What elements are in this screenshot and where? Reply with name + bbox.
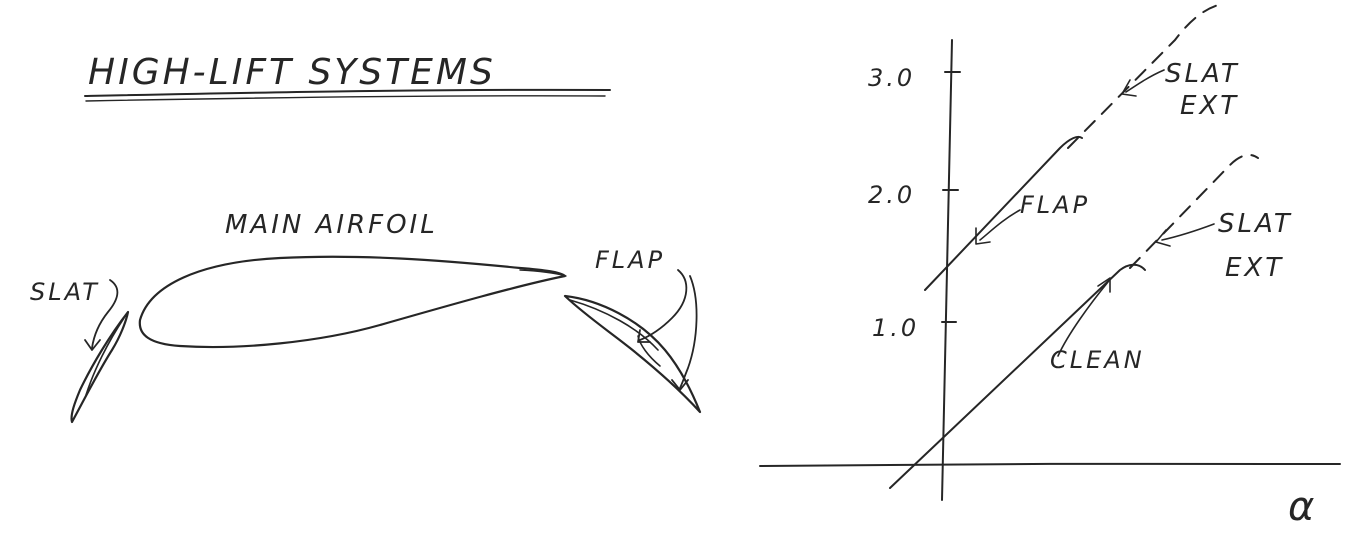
airfoil-trailing-edge xyxy=(519,269,567,277)
slat-arrowhead xyxy=(84,339,101,351)
slat-label: SLAT xyxy=(30,278,100,306)
flap-arrowhead-2 xyxy=(671,379,689,391)
alpha-symbol: α xyxy=(1288,484,1317,530)
flap-leader-2 xyxy=(679,275,698,389)
clean-curve xyxy=(889,263,1146,489)
slat-shape xyxy=(70,310,130,424)
main-airfoil-label: MAIN AIRFOIL xyxy=(225,210,438,240)
main-airfoil-shape xyxy=(138,255,567,349)
slat-inner xyxy=(85,317,125,396)
upper-slat-arrow xyxy=(1121,79,1137,97)
flap-shape xyxy=(563,294,702,414)
clean-label: CLEAN xyxy=(1050,346,1145,374)
lower-ext-label: EXT xyxy=(1225,253,1284,283)
slat-leader xyxy=(91,279,119,349)
title-underline-2 xyxy=(85,95,606,102)
flap-curve xyxy=(924,135,1083,291)
clean-leader xyxy=(1057,281,1109,357)
lower-slat-label: SLAT xyxy=(1218,209,1293,239)
title-underline xyxy=(84,88,611,97)
y-axis xyxy=(941,39,953,501)
flap-curve-arrow xyxy=(975,227,991,245)
y-tick-label-1: 1.0 xyxy=(872,314,919,342)
clean-slat-ext-curve xyxy=(1129,153,1259,269)
right-panel: 3.0 2.0 1.0 α FLAP SLAT EXT SLAT EXT CLE… xyxy=(759,3,1341,530)
upper-slat-leader xyxy=(1125,69,1165,93)
y-tick-label-2: 2.0 xyxy=(868,181,915,209)
flap-arrowhead-1 xyxy=(637,329,651,343)
clean-arrow xyxy=(1097,277,1111,293)
lower-slat-leader xyxy=(1161,223,1215,241)
y-tick-label-3: 3.0 xyxy=(868,64,915,92)
upper-slat-label: SLAT xyxy=(1165,59,1240,89)
flap-slat-ext-curve xyxy=(1067,3,1223,149)
lower-slat-arrow xyxy=(1155,229,1171,247)
upper-ext-label: EXT xyxy=(1180,91,1239,121)
flap-label: FLAP xyxy=(595,246,665,274)
flap-inner xyxy=(569,299,659,351)
flap-leader-1 xyxy=(639,269,688,341)
title: HIGH-LIFT SYSTEMS xyxy=(88,52,496,93)
flap-curve-label: FLAP xyxy=(1020,191,1090,219)
flap-curve-leader xyxy=(979,209,1021,241)
x-axis xyxy=(759,462,1341,467)
left-panel: HIGH-LIFT SYSTEMS MAIN AIRFOIL SLAT FLAP xyxy=(30,52,702,424)
